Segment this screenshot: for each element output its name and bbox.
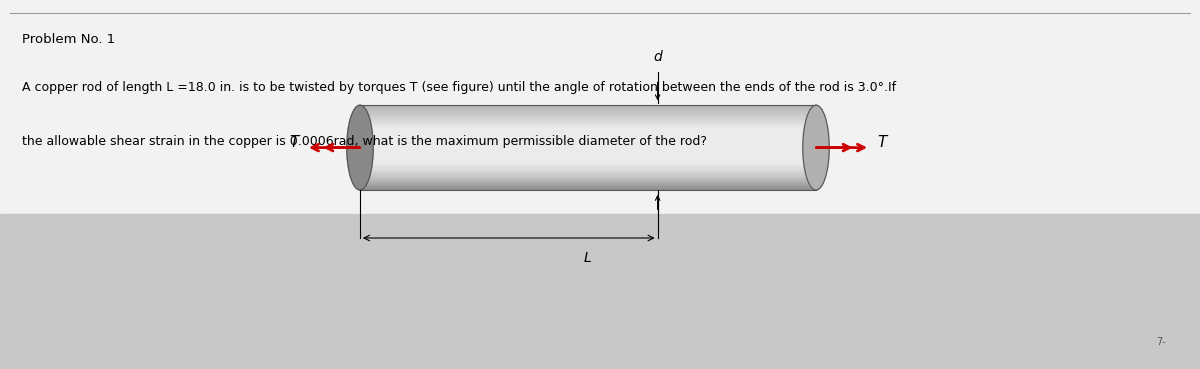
- Bar: [360, 188, 816, 189]
- Bar: [360, 156, 816, 157]
- Bar: [360, 146, 816, 147]
- Bar: [360, 177, 816, 178]
- Bar: [360, 121, 816, 122]
- Bar: [360, 175, 816, 176]
- Bar: [360, 181, 816, 182]
- Ellipse shape: [803, 105, 829, 190]
- Bar: [360, 134, 816, 135]
- Bar: [360, 157, 816, 158]
- Text: 7-: 7-: [1157, 337, 1166, 347]
- Bar: [360, 155, 816, 156]
- Bar: [360, 173, 816, 174]
- Bar: [360, 131, 816, 132]
- Bar: [360, 150, 816, 151]
- Bar: [360, 143, 816, 144]
- Bar: [360, 145, 816, 146]
- Text: L: L: [584, 251, 592, 265]
- Bar: [360, 128, 816, 129]
- Bar: [360, 113, 816, 114]
- Bar: [360, 182, 816, 183]
- Bar: [360, 141, 816, 142]
- Bar: [360, 137, 816, 138]
- Bar: [360, 107, 816, 108]
- Bar: [360, 149, 816, 150]
- Text: T: T: [877, 135, 887, 149]
- Ellipse shape: [347, 105, 373, 190]
- Bar: [360, 126, 816, 127]
- Bar: [360, 176, 816, 177]
- Bar: [360, 151, 816, 152]
- Bar: [360, 171, 816, 172]
- Bar: [360, 164, 816, 165]
- Bar: [360, 158, 816, 159]
- Bar: [360, 110, 816, 111]
- Text: Problem No. 1: Problem No. 1: [22, 33, 115, 46]
- Bar: [360, 109, 816, 110]
- Bar: [360, 142, 816, 143]
- Bar: [360, 135, 816, 136]
- Bar: [360, 119, 816, 120]
- Bar: [360, 167, 816, 168]
- Bar: [360, 125, 816, 126]
- Bar: [360, 122, 816, 123]
- Bar: [360, 187, 816, 188]
- Bar: [360, 123, 816, 124]
- Bar: [360, 153, 816, 154]
- Bar: [360, 168, 816, 169]
- Bar: [360, 163, 816, 164]
- Bar: [360, 138, 816, 139]
- Bar: [360, 132, 816, 133]
- Bar: [360, 136, 816, 137]
- Bar: [360, 162, 816, 163]
- Bar: [360, 133, 816, 134]
- Bar: [0, 214, 1200, 369]
- Bar: [360, 129, 816, 130]
- Bar: [360, 117, 816, 118]
- Bar: [360, 180, 816, 181]
- Bar: [360, 178, 816, 179]
- Bar: [360, 161, 816, 162]
- Bar: [360, 170, 816, 171]
- Bar: [360, 174, 816, 175]
- Bar: [360, 147, 816, 148]
- Bar: [360, 160, 816, 161]
- Bar: [360, 186, 816, 187]
- Bar: [360, 169, 816, 170]
- Bar: [360, 130, 816, 131]
- Text: the allowable shear strain in the copper is 0.0006rad, what is the maximum permi: the allowable shear strain in the copper…: [22, 135, 707, 148]
- Bar: [360, 185, 816, 186]
- Bar: [360, 116, 816, 117]
- Bar: [360, 183, 816, 184]
- Bar: [360, 172, 816, 173]
- Bar: [360, 118, 816, 119]
- Bar: [360, 140, 816, 141]
- Bar: [360, 184, 816, 185]
- Text: T: T: [289, 135, 299, 149]
- Text: A copper rod of length L =18.0 in. is to be twisted by torques T (see figure) un: A copper rod of length L =18.0 in. is to…: [22, 81, 895, 94]
- Bar: [360, 111, 816, 112]
- Bar: [360, 166, 816, 167]
- Bar: [360, 112, 816, 113]
- Bar: [360, 179, 816, 180]
- Bar: [360, 159, 816, 160]
- Bar: [360, 148, 816, 149]
- Bar: [360, 165, 816, 166]
- Bar: [360, 144, 816, 145]
- Bar: [360, 115, 816, 116]
- Bar: [360, 152, 816, 153]
- Bar: [360, 124, 816, 125]
- Bar: [360, 127, 816, 128]
- Bar: [360, 139, 816, 140]
- Bar: [360, 189, 816, 190]
- Bar: [360, 105, 816, 106]
- Text: d: d: [653, 50, 662, 64]
- Bar: [360, 114, 816, 115]
- Bar: [0, 0, 1200, 214]
- Bar: [360, 154, 816, 155]
- Bar: [360, 108, 816, 109]
- Bar: [360, 106, 816, 107]
- Bar: [360, 120, 816, 121]
